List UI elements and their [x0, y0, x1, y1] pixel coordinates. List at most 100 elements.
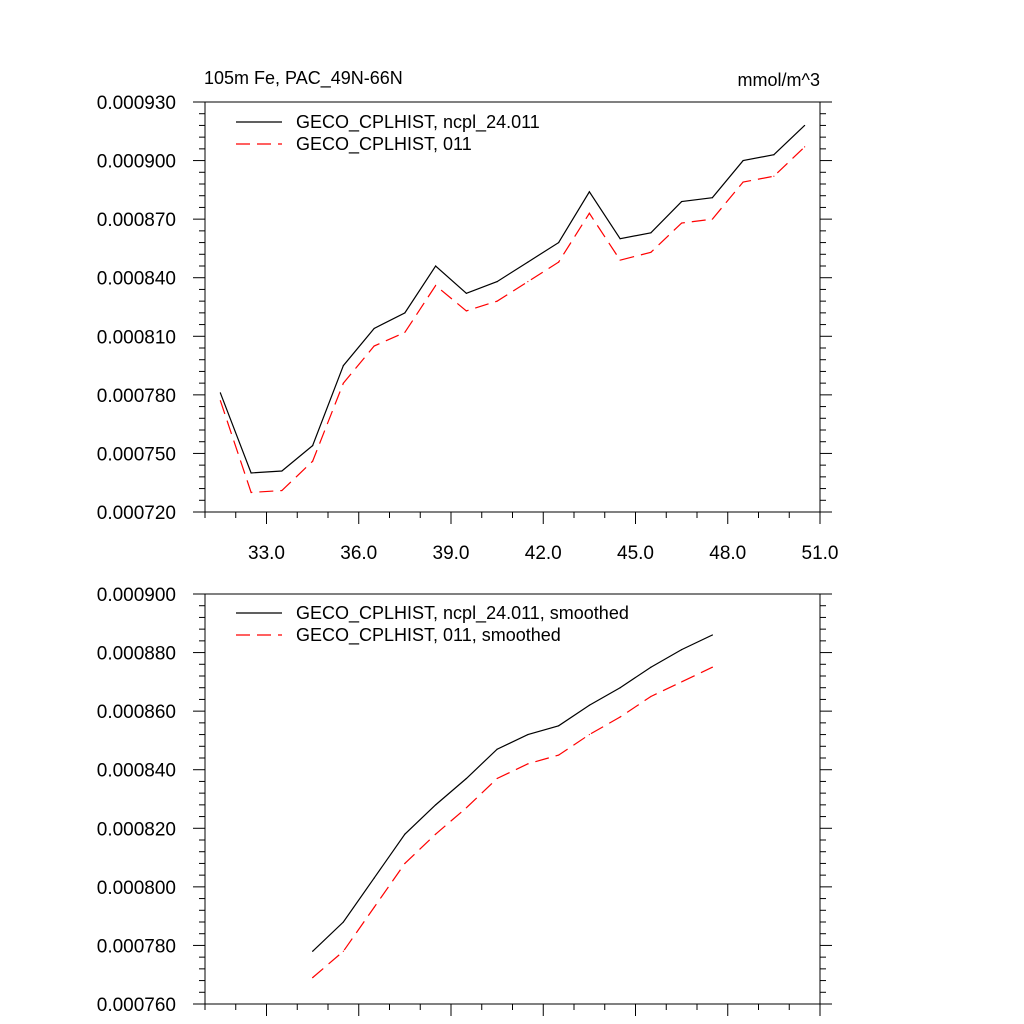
data-point	[588, 212, 590, 214]
top-xtick-label: 42.0	[525, 543, 562, 564]
data-point	[711, 197, 713, 199]
data-point	[496, 281, 498, 283]
data-point	[219, 392, 221, 394]
top-ytick-label: 0.000780	[97, 386, 176, 407]
data-point	[312, 445, 314, 447]
data-point	[588, 191, 590, 193]
bottom-chart-panel: 0.000760 0.000780 0.000800 0.000820 0.000840…	[97, 585, 832, 1016]
top-xtick-label: 48.0	[709, 543, 746, 564]
data-point	[588, 733, 590, 736]
top-chart-panel: 105m Fe, PAC_49N-66N mmol/m^3 0.0007200.…	[97, 68, 839, 564]
data-point	[711, 666, 713, 668]
top-xtick-label: 45.0	[617, 543, 654, 564]
top-chart-series	[219, 124, 806, 494]
data-point	[619, 687, 621, 689]
legend-label: GECO_CPLHIST, ncpl_24.011, smoothed	[296, 603, 629, 624]
data-point	[558, 754, 560, 756]
data-point	[465, 807, 467, 809]
top-ytick-label: 0.000840	[97, 269, 176, 290]
top-ytick-label: 0.000930	[97, 93, 176, 114]
series-line-ref	[312, 666, 713, 979]
legend-label: GECO_CPLHIST, ncpl_24.011	[296, 112, 540, 133]
data-point	[435, 265, 437, 267]
top-chart-title: 105m Fe, PAC_49N-66N	[204, 68, 403, 89]
data-point	[404, 862, 406, 865]
data-point	[342, 364, 344, 367]
data-point	[681, 649, 683, 651]
data-point	[619, 716, 621, 718]
data-point	[465, 310, 467, 312]
bottom-ytick-label: 0.000860	[97, 702, 176, 723]
top-xtick-label: 33.0	[248, 543, 285, 564]
data-point	[465, 777, 467, 780]
data-point	[711, 634, 713, 636]
data-point	[342, 921, 344, 923]
data-point	[312, 460, 314, 462]
data-point	[404, 312, 406, 314]
data-point	[281, 470, 283, 472]
data-point	[404, 331, 406, 333]
bottom-ytick-label: 0.000880	[97, 644, 176, 665]
data-point	[496, 777, 498, 780]
data-point	[373, 345, 375, 347]
data-point	[527, 261, 529, 263]
data-point	[435, 804, 437, 806]
data-point	[373, 906, 375, 908]
data-point	[804, 146, 806, 148]
data-point	[527, 733, 529, 736]
top-ytick-label: 0.000810	[97, 327, 176, 348]
data-point	[619, 259, 621, 261]
legend-label: GECO_CPLHIST, 011	[296, 134, 472, 155]
data-point	[650, 695, 652, 698]
bottom-ytick-label: 0.000780	[97, 936, 176, 957]
top-xtick-label: 39.0	[433, 543, 470, 564]
data-point	[773, 175, 775, 177]
bottom-chart-series	[312, 634, 713, 979]
data-point	[681, 200, 683, 203]
bottom-ytick-label: 0.000800	[97, 878, 176, 899]
data-point	[742, 181, 744, 183]
top-ytick-label: 0.000870	[97, 210, 176, 231]
data-point	[558, 725, 560, 727]
top-ytick-label: 0.000720	[97, 503, 176, 524]
data-point	[496, 748, 498, 750]
data-point	[773, 154, 775, 156]
data-point	[404, 833, 406, 835]
data-point	[219, 400, 221, 402]
data-point	[312, 950, 314, 952]
data-point	[681, 222, 683, 224]
top-ytick-label: 0.000750	[97, 444, 176, 465]
data-point	[588, 704, 590, 706]
data-point	[373, 877, 375, 879]
data-point	[465, 292, 467, 294]
top-chart-axes: 0.000720 0.000750 0.000780 0.000810 0.000840…	[97, 93, 839, 564]
data-point	[558, 241, 560, 244]
data-point	[681, 681, 683, 683]
bottom-chart-legend: GECO_CPLHIST, ncpl_24.011, smoothedGECO_…	[236, 603, 629, 646]
data-point	[650, 251, 652, 253]
bottom-ytick-label: 0.000840	[97, 761, 176, 782]
bottom-ytick-label: 0.000820	[97, 819, 176, 840]
data-point	[527, 281, 529, 283]
data-point	[342, 382, 344, 384]
data-point	[342, 950, 344, 952]
bottom-ytick-label: 0.000900	[97, 585, 176, 606]
top-xtick-label: 51.0	[802, 543, 839, 564]
data-point	[619, 238, 621, 240]
data-point	[250, 491, 252, 494]
top-xtick-label: 36.0	[340, 543, 377, 564]
data-point	[312, 977, 314, 979]
data-point	[527, 763, 529, 765]
data-point	[250, 472, 252, 474]
data-point	[650, 666, 652, 668]
data-point	[558, 261, 560, 263]
legend-label: GECO_CPLHIST, 011, smoothed	[296, 625, 561, 646]
data-point	[804, 124, 806, 127]
data-point	[650, 232, 652, 234]
data-point	[711, 218, 713, 220]
top-ytick-label: 0.000900	[97, 152, 176, 173]
bottom-ytick-label: 0.000760	[97, 995, 176, 1016]
data-point	[281, 489, 283, 492]
